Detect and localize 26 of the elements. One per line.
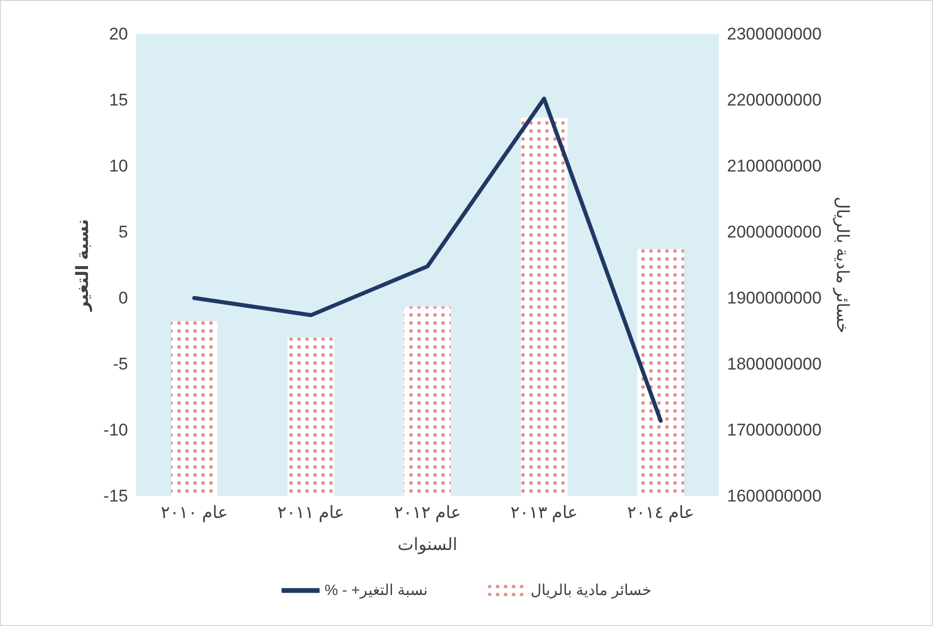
y-tick-label: 5 <box>118 222 128 242</box>
y2-tick-label: 1800000000 <box>727 354 822 374</box>
y2-tick-label: 2300000000 <box>727 24 822 44</box>
y-tick-label: -15 <box>103 486 128 506</box>
y-tick-label: 0 <box>118 288 128 308</box>
y-tick-label: 20 <box>109 24 128 44</box>
x-tick-label: عام ٢٠١٣ <box>510 503 578 523</box>
legend-label: % - +نسبة التغير <box>324 582 428 599</box>
y2-axis-title: خسائر مادية بالريال <box>832 196 852 334</box>
y2-tick-label: 2100000000 <box>727 156 822 176</box>
y-tick-label: -10 <box>103 420 128 440</box>
y2-tick-label: 1700000000 <box>727 420 822 440</box>
x-axis-title: السنوات <box>398 535 458 555</box>
y-tick-label: -5 <box>112 354 128 374</box>
x-tick-label: عام ٢٠١٢ <box>394 503 462 523</box>
x-tick-label: عام ٢٠١١ <box>277 503 344 523</box>
y2-tick-label: 1600000000 <box>727 486 822 506</box>
y2-tick-label: 1900000000 <box>727 288 822 308</box>
y-tick-label: 15 <box>109 90 128 110</box>
legend-label: خسائر مادية بالريال <box>530 582 652 599</box>
x-tick-label: عام ٢٠١٠ <box>160 503 228 523</box>
x-tick-label: عام ٢٠١٤ <box>627 503 694 523</box>
y-axis-title: نسبة التغير <box>73 219 93 312</box>
y-tick-label: 10 <box>109 156 128 176</box>
y2-tick-label: 2000000000 <box>727 222 822 242</box>
y2-tick-label: 2200000000 <box>727 90 822 110</box>
